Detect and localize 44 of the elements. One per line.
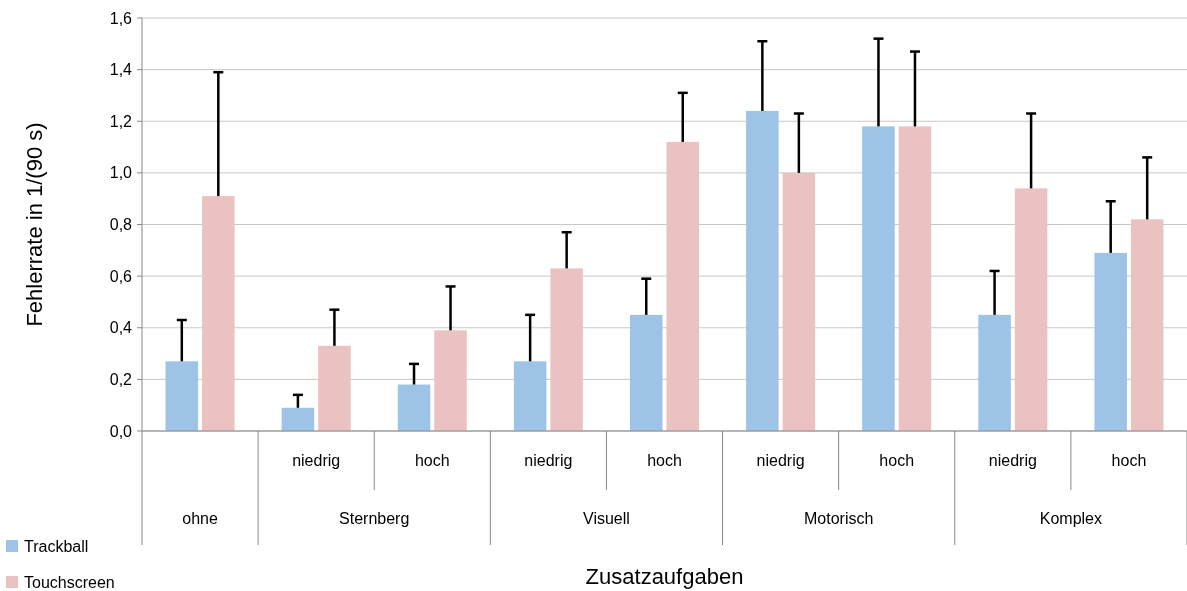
y-tick-label: 0,6 <box>109 267 133 285</box>
bar <box>1130 219 1164 431</box>
x-tick-label: niedrig <box>292 452 341 469</box>
x-tick-label: niedrig <box>524 452 573 469</box>
bar <box>746 110 779 431</box>
x-tick-label: niedrig <box>756 452 805 469</box>
bar <box>666 141 700 431</box>
x-tick-label: hoch <box>879 452 915 469</box>
bar <box>1094 252 1127 431</box>
text: Komplex <box>1039 510 1103 527</box>
bar <box>318 345 351 431</box>
bar <box>782 172 816 431</box>
x-tick-label: niedrig <box>988 452 1037 469</box>
bar <box>434 330 467 431</box>
text: Sternberg <box>339 510 410 527</box>
bar <box>629 314 663 431</box>
x-axis-title: Zusatzaufgaben <box>585 564 744 589</box>
y-tick-label: 0,2 <box>109 370 133 388</box>
x-tick-label: hoch <box>1111 452 1147 469</box>
y-tick-label: 1,0 <box>109 164 133 182</box>
bar <box>550 268 583 431</box>
x-tick-label: hoch <box>414 452 450 469</box>
bar <box>1014 188 1048 431</box>
text: Motorisch <box>803 510 874 527</box>
x-tick-label: hoch <box>647 452 682 469</box>
y-tick-label: 0,4 <box>109 319 133 337</box>
y-tick-label: 0,8 <box>109 216 133 234</box>
y-tick-label: 1,2 <box>109 112 133 130</box>
bar <box>165 361 199 431</box>
y-tick-label: 1,4 <box>109 61 133 79</box>
bar <box>397 384 431 431</box>
bar <box>202 196 235 431</box>
y-tick-label: 0,0 <box>109 422 133 440</box>
bar <box>978 314 1011 431</box>
bar <box>898 126 932 431</box>
bar <box>513 361 547 431</box>
text: Visuell <box>583 510 630 527</box>
y-axis-title: Fehlerrate in 1/(90 s) <box>22 122 47 327</box>
bar <box>862 126 895 431</box>
legend-label: Touchscreen <box>24 573 115 591</box>
bar <box>281 407 315 431</box>
y-tick-label: 1,6 <box>109 9 133 27</box>
text: ohne <box>182 510 218 527</box>
legend-label: Trackball <box>24 537 89 555</box>
